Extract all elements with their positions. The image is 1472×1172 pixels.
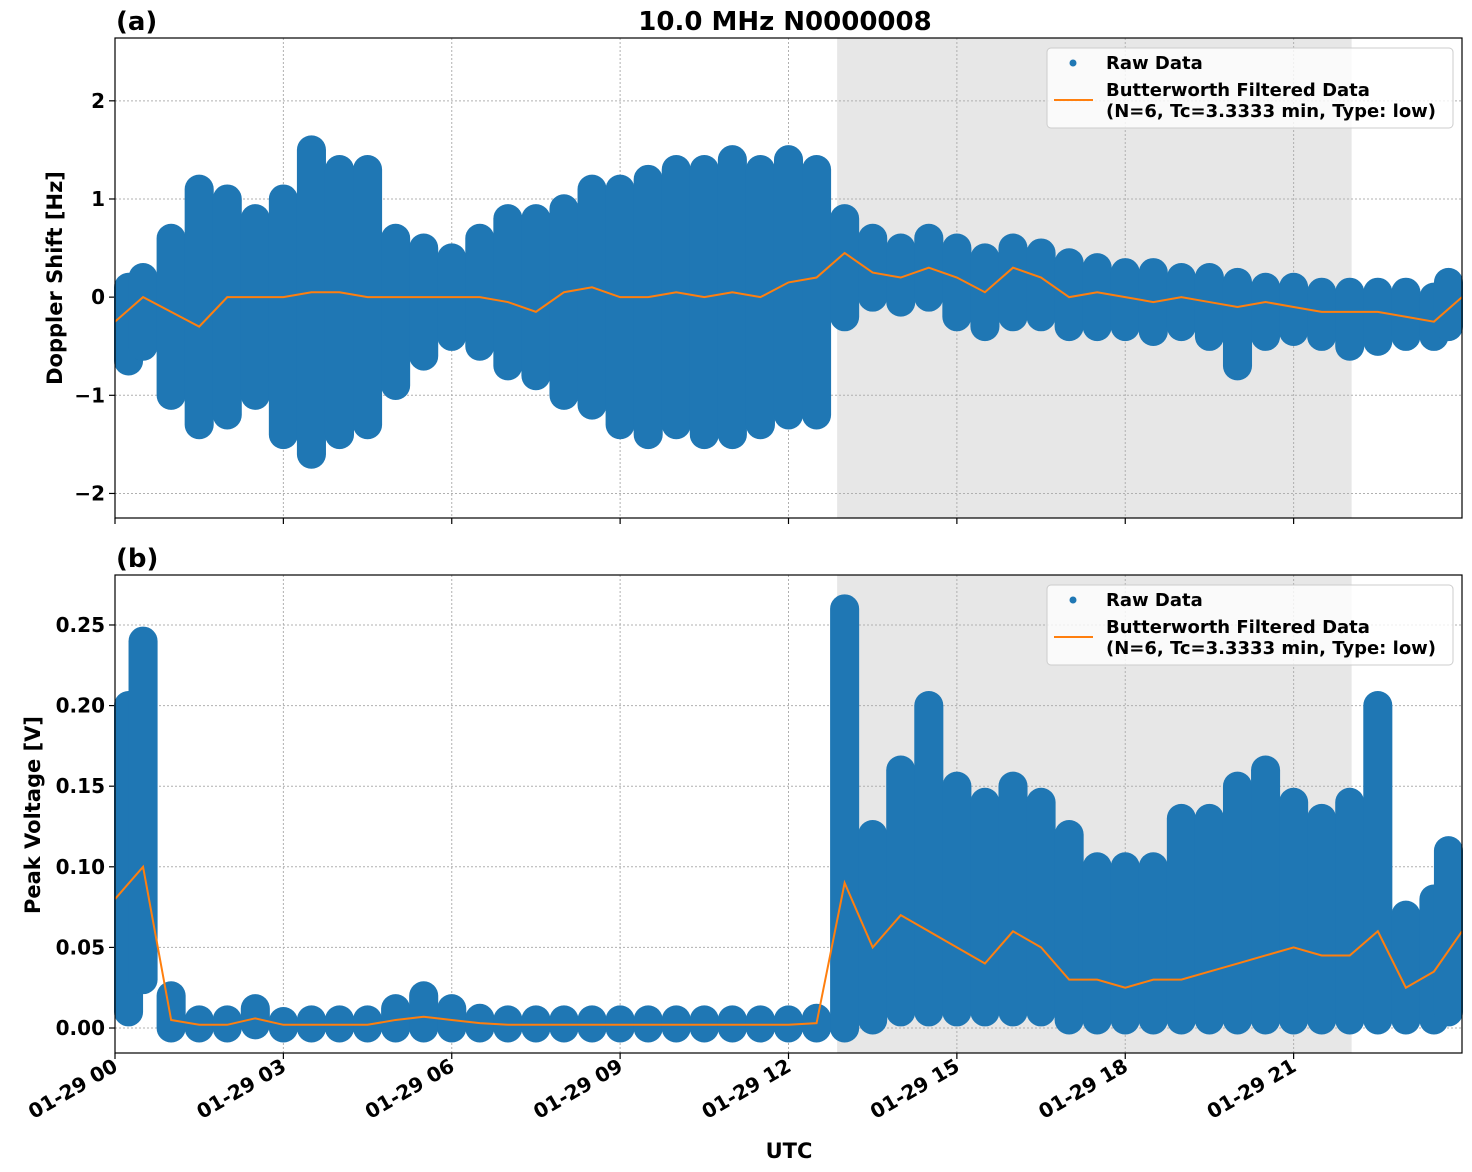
x-tick-label: 01-29 21: [1203, 1054, 1301, 1124]
y-tick-label: 2: [91, 89, 105, 113]
legend-raw-label: Raw Data: [1106, 53, 1203, 74]
chart-title: 10.0 MHz N0000008: [638, 7, 931, 37]
x-tick-label: 01-29 09: [529, 1054, 627, 1124]
legend-filtered-label: Butterworth Filtered Data: [1106, 80, 1370, 101]
legend-raw-marker: [1069, 59, 1077, 67]
y-axis-label-a: Doppler Shift [Hz]: [43, 171, 67, 385]
legend-filtered-params: (N=6, Tc=3.3333 min, Type: low): [1106, 638, 1436, 659]
legend-filtered-params: (N=6, Tc=3.3333 min, Type: low): [1106, 101, 1436, 122]
x-tick-label: 01-29 15: [866, 1054, 964, 1124]
y-tick-label: 0.00: [56, 1016, 105, 1040]
y-tick-label: 0.10: [56, 855, 105, 879]
panel-a: 2 1 0 −1 −2 Raw Data Butterworth Filtered Data…: [74, 37, 1463, 524]
filtered-data-line: [114, 251, 1463, 328]
panel-b-label: (b): [116, 544, 158, 574]
y-tick-label: 0.05: [56, 935, 105, 959]
axes-frame: [114, 37, 1463, 519]
y-tick-label: 0.15: [56, 774, 105, 798]
x-tick-label: 01-29 03: [192, 1054, 290, 1124]
y-tick-label: −1: [74, 383, 105, 407]
panel-b: 0.25 0.20 0.15 0.10 0.05 0.00 Raw Data Butterwo…: [24, 574, 1463, 1124]
legend-raw-marker: [1069, 596, 1077, 604]
legend-box: [1046, 47, 1454, 129]
legend-box: [1046, 584, 1454, 666]
axes-frame: [114, 574, 1463, 1054]
y-tick-label: −2: [74, 481, 105, 505]
x-tick-label: 01-29 12: [697, 1054, 795, 1124]
x-axis-label: UTC: [766, 1139, 813, 1163]
filtered-data-line: [114, 864, 1463, 1026]
legend-raw-label: Raw Data: [1106, 590, 1203, 611]
y-tick-label: 1: [91, 187, 105, 211]
x-tick-label: 01-29 06: [361, 1054, 459, 1124]
legend-filtered-label: Butterworth Filtered Data: [1106, 617, 1370, 638]
y-tick-label: 0.25: [56, 613, 105, 637]
y-tick-label: 0.20: [56, 694, 105, 718]
x-tick-label: 01-29 00: [24, 1054, 122, 1124]
y-axis-label-b: Peak Voltage [V]: [21, 716, 45, 914]
y-tick-label: 0: [91, 285, 105, 309]
panel-a-label: (a): [116, 7, 157, 37]
x-tick-label: 01-29 18: [1034, 1054, 1132, 1124]
